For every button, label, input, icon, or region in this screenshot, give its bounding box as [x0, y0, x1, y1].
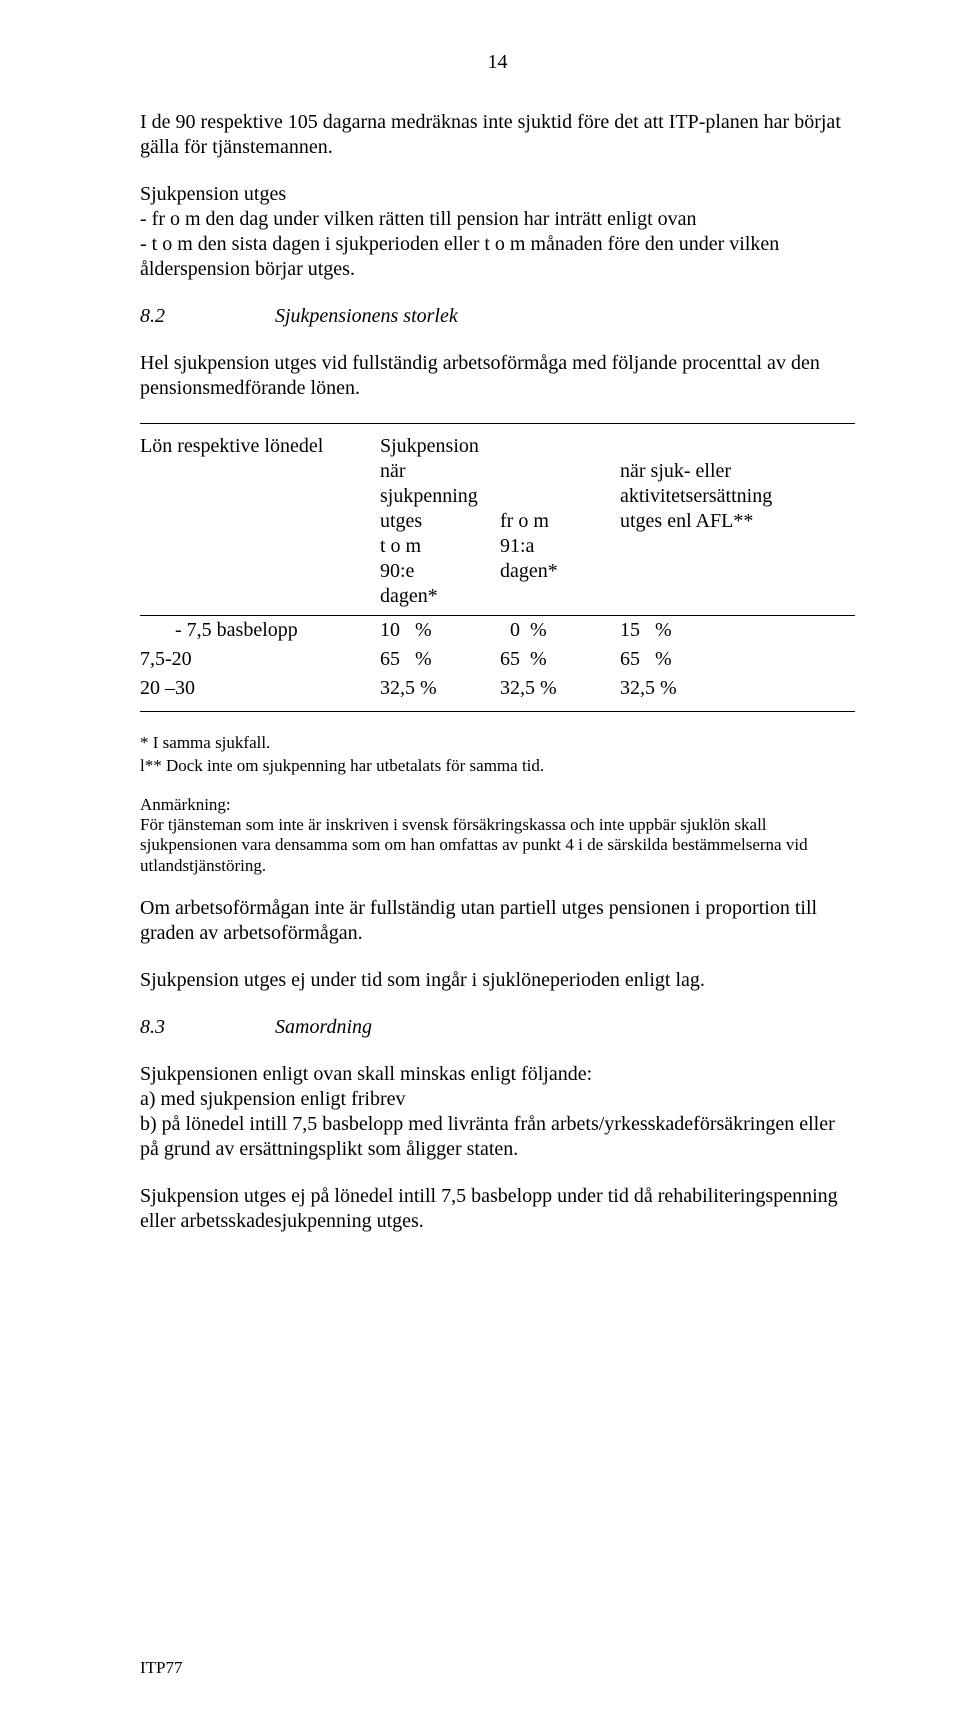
- section-title: Samordning: [275, 1015, 372, 1040]
- paragraph-partial: Om arbetsoförmågan inte är fullständig u…: [140, 896, 855, 946]
- bottom-reference: ITP77: [140, 1657, 183, 1678]
- text-line: dagen*: [500, 560, 558, 582]
- remark-body: För tjänsteman som inte är inskriven i s…: [140, 815, 855, 876]
- text-line: utges enl AFL**: [620, 510, 753, 532]
- text-line: Lön respektive lönedel: [140, 435, 323, 457]
- table-head-col1: Lön respektive lönedel: [140, 434, 380, 609]
- table-rule: [140, 711, 855, 712]
- text-line: utges: [380, 510, 422, 532]
- text-line: 90:e: [380, 560, 414, 582]
- footnotes: * I samma sjukfall. l** Dock inte om sju…: [140, 732, 855, 777]
- text-line: 91:a: [500, 535, 534, 557]
- text-line: Sjukpensionen enligt ovan skall minskas …: [140, 1063, 592, 1085]
- cell-value: 65 %: [500, 647, 620, 672]
- text-line: när sjukpenning: [380, 460, 478, 507]
- text-line: aktivitetsersättning: [620, 485, 772, 507]
- cell-value: 32,5 %: [620, 676, 860, 701]
- document-page: 14 I de 90 respektive 105 dagarna medräk…: [0, 0, 960, 1718]
- text-line: Sjukpension: [380, 435, 479, 457]
- table-header: Lön respektive lönedel Sjukpension när s…: [140, 424, 855, 615]
- paragraph-ej-pa: Sjukpension utges ej på lönedel intill 7…: [140, 1184, 855, 1234]
- footnote: * I samma sjukfall.: [140, 732, 855, 753]
- text-line: när sjuk- eller: [620, 460, 731, 482]
- remark-heading: Anmärkning:: [140, 795, 855, 815]
- cell-value: 65 %: [380, 647, 500, 672]
- paragraph-ej-under: Sjukpension utges ej under tid som ingår…: [140, 968, 855, 993]
- cell-value: 0 %: [500, 618, 620, 643]
- text-line: - fr o m den dag under vilken rätten til…: [140, 208, 697, 230]
- section-title: Sjukpensionens storlek: [275, 304, 458, 329]
- cell-value: 32,5 %: [500, 676, 620, 701]
- pension-table: Lön respektive lönedel Sjukpension när s…: [140, 423, 855, 712]
- table-row: 7,5-20 65 % 65 % 65 %: [140, 645, 855, 674]
- cell-value: 15 %: [620, 618, 860, 643]
- text-line: a) med sjukpension enligt fribrev: [140, 1088, 406, 1110]
- text-line: Sjukpension utges: [140, 183, 286, 205]
- section-heading-8-3: 8.3 Samordning: [140, 1015, 855, 1040]
- text-line: fr o m: [500, 510, 549, 532]
- footnote: l** Dock inte om sjukpenning har utbetal…: [140, 755, 855, 776]
- text-line: dagen*: [380, 585, 438, 607]
- text-line: - t o m den sista dagen i sjukperioden e…: [140, 233, 779, 280]
- table-head-col4: när sjuk- eller aktivitetsersättning utg…: [620, 434, 860, 609]
- cell-label: 20 –30: [140, 676, 380, 701]
- paragraph-hel: Hel sjukpension utges vid fullständig ar…: [140, 351, 855, 401]
- cell-value: 10 %: [380, 618, 500, 643]
- paragraph-utges: Sjukpension utges - fr o m den dag under…: [140, 182, 855, 282]
- text-line: t o m: [380, 535, 421, 557]
- text-line: b) på lönedel intill 7,5 basbelopp med l…: [140, 1113, 835, 1160]
- table-head-col2: Sjukpension när sjukpenning utges t o m …: [380, 434, 500, 609]
- paragraph-intro: I de 90 respektive 105 dagarna medräknas…: [140, 110, 855, 160]
- cell-label: 7,5-20: [140, 647, 380, 672]
- remark-block: Anmärkning: För tjänsteman som inte är i…: [140, 795, 855, 877]
- paragraph-minskas: Sjukpensionen enligt ovan skall minskas …: [140, 1062, 855, 1162]
- table-head-col3: fr o m 91:a dagen*: [500, 434, 620, 609]
- cell-label: - 7,5 basbelopp: [140, 618, 380, 643]
- cell-value: 32,5 %: [380, 676, 500, 701]
- cell-value: 65 %: [620, 647, 860, 672]
- page-number: 14: [140, 50, 855, 75]
- section-number: 8.3: [140, 1015, 275, 1040]
- table-row: 20 –30 32,5 % 32,5 % 32,5 %: [140, 674, 855, 703]
- section-number: 8.2: [140, 304, 275, 329]
- table-row: - 7,5 basbelopp 10 % 0 % 15 %: [140, 616, 855, 645]
- section-heading-8-2: 8.2 Sjukpensionens storlek: [140, 304, 855, 329]
